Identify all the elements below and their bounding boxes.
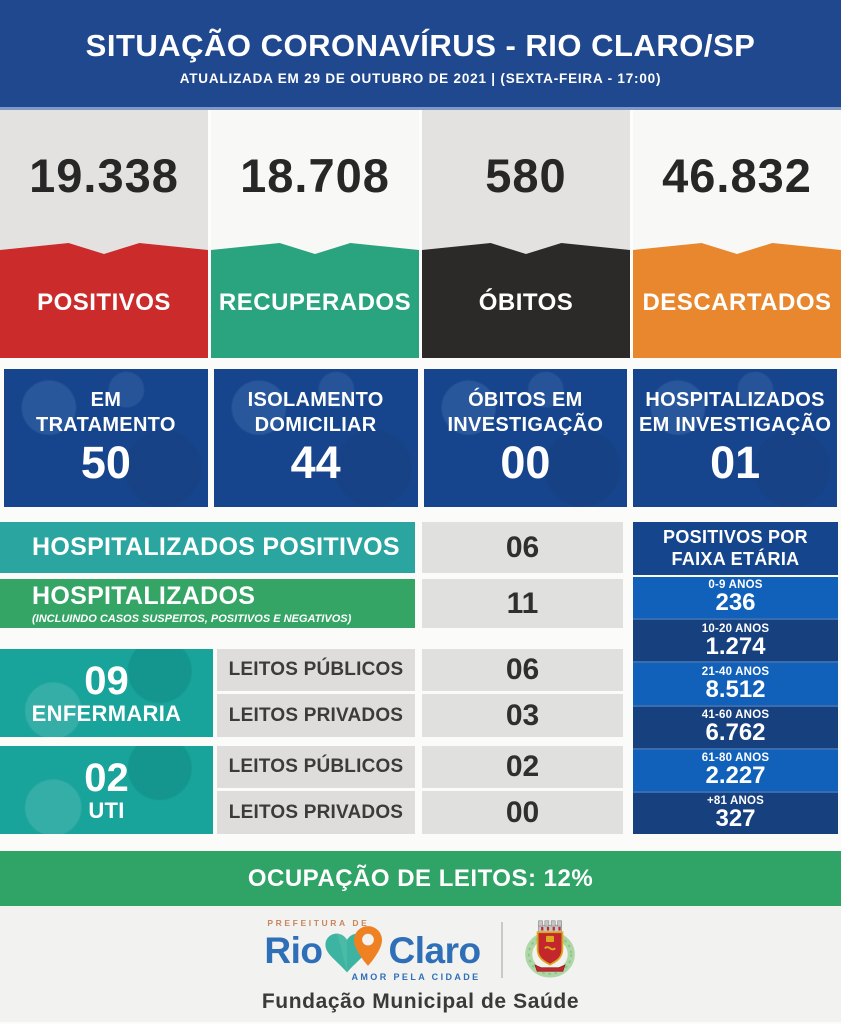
hosp-inv-line2: EM INVESTIGAÇÃO — [638, 413, 832, 436]
brand-claro: Claro — [388, 930, 482, 971]
em-tratamento-value: 50 — [80, 437, 131, 489]
age-groups-list: 0-9 ANOS 236 10-20 ANOS 1.274 21-40 ANOS… — [633, 577, 838, 835]
brand-slogan: AMOR PELA CIDADE — [351, 972, 481, 982]
investigation-row: EM TRATAMENTO 50 ISOLAMENTO DOMICILIAR 4… — [0, 369, 841, 507]
recuperados-label: RECUPERADOS — [211, 243, 419, 358]
uti-leitos-publicos-label: LEITOS PÚBLICOS — [217, 746, 415, 788]
descartados-label: DESCARTADOS — [633, 243, 841, 358]
footer: PREFEITURA DE Rio Claro AMOR PELA CIDADE — [0, 906, 841, 1022]
obitos-inv-value: 00 — [500, 437, 551, 489]
uti-count: 02 — [84, 756, 129, 801]
positivos-label: POSITIVOS — [0, 243, 208, 358]
hosp-inv-line1: HOSPITALIZADOS — [645, 389, 825, 412]
hospitalizados-positivos-label: HOSPITALIZADOS POSITIVOS — [0, 522, 415, 573]
enfermaria-count: 09 — [84, 659, 129, 704]
summary-stats-row: 19.338 POSITIVOS 18.708 RECUPERADOS 580 … — [0, 110, 841, 358]
box-obitos-investigacao: ÓBITOS EM INVESTIGAÇÃO 00 — [423, 369, 628, 507]
obitos-inv-line2: INVESTIGAÇÃO — [447, 413, 604, 436]
hospitalizados-value: 11 — [422, 579, 623, 628]
descartados-count: 46.832 — [662, 148, 812, 202]
header-banner: SITUAÇÃO CORONAVÍRUS - RIO CLARO/SP ATUA… — [0, 0, 841, 110]
stat-recuperados: 18.708 RECUPERADOS — [211, 110, 419, 358]
isolamento-line1: ISOLAMENTO — [247, 389, 384, 412]
hospital-section: HOSPITALIZADOS POSITIVOS 06 HOSPITALIZAD… — [0, 522, 841, 835]
stat-positivos: 19.338 POSITIVOS — [0, 110, 208, 358]
em-tratamento-line2: TRATAMENTO — [36, 413, 176, 436]
enf-leitos-privados-label: LEITOS PRIVADOS — [217, 694, 415, 737]
isolamento-value: 44 — [290, 437, 341, 489]
hospitalizados-label: HOSPITALIZADOS (INCLUINDO CASOS SUSPEITO… — [0, 579, 415, 628]
age-groups-panel: POSITIVOS POR FAIXA ETÁRIA 0-9 ANOS 236 … — [633, 522, 838, 835]
uti-box: 02 UTI — [0, 746, 213, 834]
enfermaria-name: ENFERMARIA — [31, 700, 182, 726]
age-row-61-80: 61-80 ANOS 2.227 — [633, 749, 838, 791]
em-tratamento-line1: EM — [90, 389, 122, 412]
box-hospitalizados-investigacao: HOSPITALIZADOS EM INVESTIGAÇÃO 01 — [633, 369, 837, 507]
isolamento-line2: DOMICILIAR — [254, 413, 377, 436]
update-timestamp: ATUALIZADA EM 29 DE OUTUBRO DE 2021 | (S… — [179, 70, 662, 86]
uti-leitos-privados-value: 00 — [422, 791, 623, 834]
logo-divider — [500, 922, 503, 978]
age-row-21-40: 21-40 ANOS 8.512 — [633, 663, 838, 705]
map-pin-icon — [353, 926, 382, 966]
obitos-label: ÓBITOS — [422, 243, 630, 358]
hosp-inv-value: 01 — [710, 437, 761, 489]
prefeitura-de-label: PREFEITURA DE — [267, 918, 370, 928]
age-row-41-60: 41-60 ANOS 6.762 — [633, 706, 838, 748]
occupancy-bar: OCUPAÇÃO DE LEITOS: 12% — [0, 851, 841, 906]
box-isolamento: ISOLAMENTO DOMICILIAR 44 — [213, 369, 418, 507]
enf-leitos-publicos-label: LEITOS PÚBLICOS — [217, 649, 415, 691]
obitos-count: 580 — [485, 148, 567, 202]
age-row-81-plus: +81 ANOS 327 — [633, 792, 838, 835]
enfermaria-box: 09 ENFERMARIA — [0, 649, 213, 737]
age-row-0-9: 0-9 ANOS 236 — [633, 577, 838, 619]
city-coat-of-arms-icon — [524, 920, 575, 978]
age-groups-title: POSITIVOS POR FAIXA ETÁRIA — [633, 522, 838, 575]
positivos-count: 19.338 — [29, 148, 179, 202]
footer-organization: Fundação Municipal de Saúde — [261, 990, 580, 1013]
uti-leitos-publicos-value: 02 — [422, 746, 623, 788]
uti-name: UTI — [88, 797, 125, 823]
footer-logos: PREFEITURA DE Rio Claro AMOR PELA CIDADE — [264, 918, 576, 982]
enf-leitos-privados-value: 03 — [422, 694, 623, 737]
stat-obitos: 580 ÓBITOS — [422, 110, 630, 358]
rio-claro-logo: PREFEITURA DE Rio Claro AMOR PELA CIDADE — [264, 918, 482, 982]
brand-rio: Rio — [264, 930, 323, 971]
hospital-table: HOSPITALIZADOS POSITIVOS 06 HOSPITALIZAD… — [0, 522, 623, 834]
uti-leitos-privados-label: LEITOS PRIVADOS — [217, 791, 415, 834]
hospitalizados-sublabel: (INCLUINDO CASOS SUSPEITOS, POSITIVOS E … — [32, 613, 352, 625]
heart-pin-logo-icon — [324, 926, 388, 976]
page-title: SITUAÇÃO CORONAVÍRUS - RIO CLARO/SP — [85, 27, 756, 63]
stat-descartados: 46.832 DESCARTADOS — [633, 110, 841, 358]
age-row-10-20: 10-20 ANOS 1.274 — [633, 620, 838, 662]
box-em-tratamento: EM TRATAMENTO 50 — [4, 369, 208, 507]
obitos-inv-line1: ÓBITOS EM — [468, 389, 583, 412]
enf-leitos-publicos-value: 06 — [422, 649, 623, 691]
hospitalizados-positivos-value: 06 — [422, 522, 623, 573]
recuperados-count: 18.708 — [240, 148, 390, 202]
